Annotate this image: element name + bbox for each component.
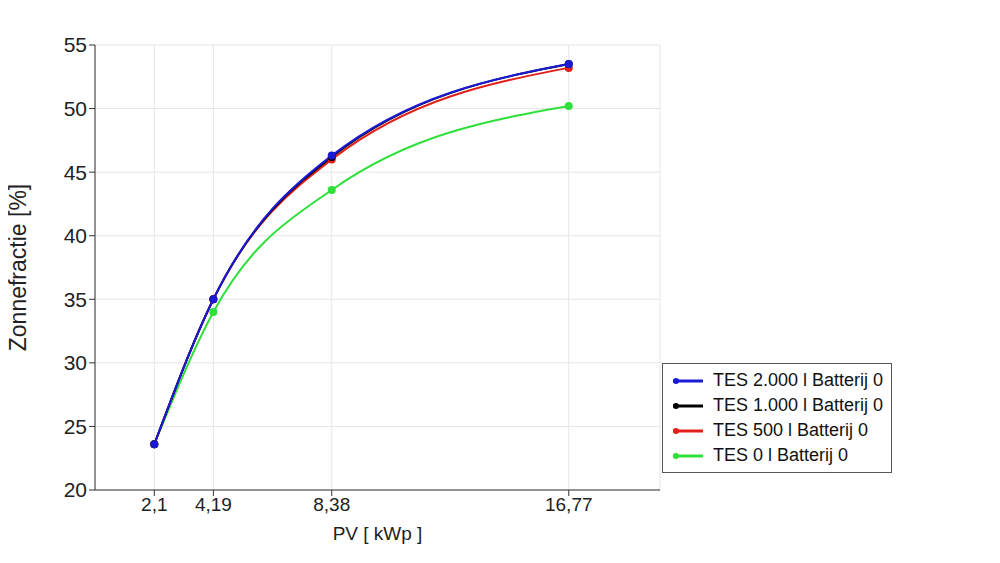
svg-text:45: 45 (64, 161, 87, 184)
svg-text:40: 40 (64, 224, 87, 247)
html-text:TES 2.000 l Batterij 0: TES 2.000 l Batterij 0 (713, 370, 884, 390)
html-text:TES 500 l Batterij 0: TES 500 l Batterij 0 (713, 420, 869, 440)
svg-text:Zonnefractie [%]: Zonnefractie [%] (8, 184, 31, 351)
html-text:TES 0 l Batterij 0: TES 0 l Batterij 0 (713, 445, 849, 465)
svg-text:35: 35 (64, 288, 87, 311)
svg-text:25: 25 (64, 415, 87, 438)
svg-text:PV [ kWp ]: PV [ kWp ] (333, 523, 423, 544)
svg-text:50: 50 (64, 97, 87, 120)
svg-text:20: 20 (64, 478, 87, 501)
svg-text:30: 30 (64, 351, 87, 374)
svg-text:16,77: 16,77 (545, 494, 593, 515)
svg-text:55: 55 (64, 33, 87, 56)
html-text:TES 1.000 l Batterij 0: TES 1.000 l Batterij 0 (713, 395, 884, 415)
svg-text:2,1: 2,1 (141, 494, 167, 515)
svg-text:4,19: 4,19 (195, 494, 232, 515)
svg-text:8,38: 8,38 (313, 494, 350, 515)
